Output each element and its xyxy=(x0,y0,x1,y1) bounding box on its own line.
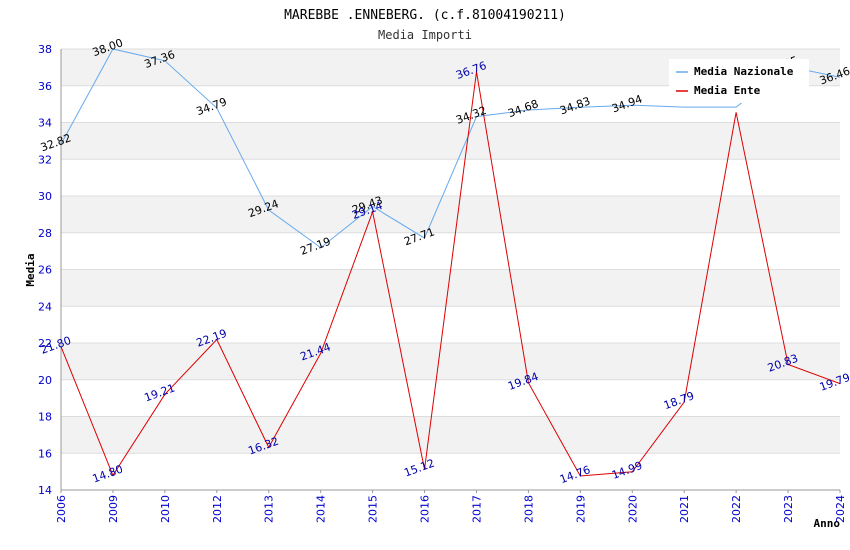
legend-label-media-ente: Media Ente xyxy=(694,84,761,97)
x-tick-label: 2013 xyxy=(263,495,276,523)
x-tick-label: 2019 xyxy=(574,495,587,523)
x-tick-label: 2010 xyxy=(159,495,172,523)
axes xyxy=(60,49,841,493)
x-tick-label: 2022 xyxy=(730,495,743,523)
x-tick-label: 2020 xyxy=(626,495,639,523)
x-tick-label: 2017 xyxy=(470,495,483,523)
chart-title: MAREBBE .ENNEBERG. (c.f.81004190211) xyxy=(284,8,566,23)
x-tick-label: 2024 xyxy=(834,495,847,523)
y-tick-label: 30 xyxy=(38,190,52,203)
y-tick-labels: 14 16 18 20 22 24 26 28 30 32 34 36 38 xyxy=(38,43,52,497)
x-tick-label: 2015 xyxy=(367,495,380,523)
y-tick-label: 20 xyxy=(38,374,52,387)
grid-band xyxy=(61,343,840,380)
x-tick-label: 2014 xyxy=(315,495,328,523)
y-tick-label: 18 xyxy=(38,411,52,424)
grid-band xyxy=(61,196,840,233)
x-tick-label: 2009 xyxy=(107,495,120,523)
grid-lines xyxy=(61,48,840,491)
grid-band xyxy=(61,306,840,343)
chart-subtitle: Media Importi xyxy=(378,28,472,42)
grid-band xyxy=(61,416,840,454)
y-tick-label: 22 xyxy=(38,337,52,350)
y-tick-label: 24 xyxy=(38,300,52,313)
grid-band xyxy=(61,269,840,307)
series-line-media-nazionale xyxy=(60,48,841,249)
x-axis-label: Anno xyxy=(814,517,841,530)
x-tick-label: 2023 xyxy=(782,495,795,523)
y-tick-label: 34 xyxy=(38,117,52,130)
x-tick-label: 2012 xyxy=(211,495,224,523)
series-line-media-ente xyxy=(60,71,841,477)
x-tick-label: 2006 xyxy=(55,495,68,523)
y-tick-label: 26 xyxy=(38,264,52,277)
y-tick-label: 14 xyxy=(38,484,52,497)
legend-label-media-nazionale: Media Nazionale xyxy=(694,65,794,78)
x-tick-labels: 2006 2009 2010 2012 2013 2014 2015 2016 2017 2018… xyxy=(55,495,847,523)
y-tick-label: 28 xyxy=(38,227,52,240)
y-tick-label: 38 xyxy=(38,43,52,56)
grid-band xyxy=(61,232,840,270)
x-tick-label: 2016 xyxy=(419,495,432,523)
y-tick-label: 36 xyxy=(38,80,52,93)
series-group xyxy=(60,48,841,477)
grid-band xyxy=(61,122,840,160)
legend-box xyxy=(669,59,809,103)
x-tick-label: 2021 xyxy=(678,495,691,523)
grid-band xyxy=(61,453,840,490)
grid-band xyxy=(61,379,840,417)
y-tick-label: 32 xyxy=(38,153,52,166)
y-axis-label: Media xyxy=(24,253,37,286)
legend: Media Nazionale Media Ente xyxy=(669,59,809,103)
y-tick-label: 16 xyxy=(38,447,52,460)
x-tick-label: 2018 xyxy=(522,495,535,523)
